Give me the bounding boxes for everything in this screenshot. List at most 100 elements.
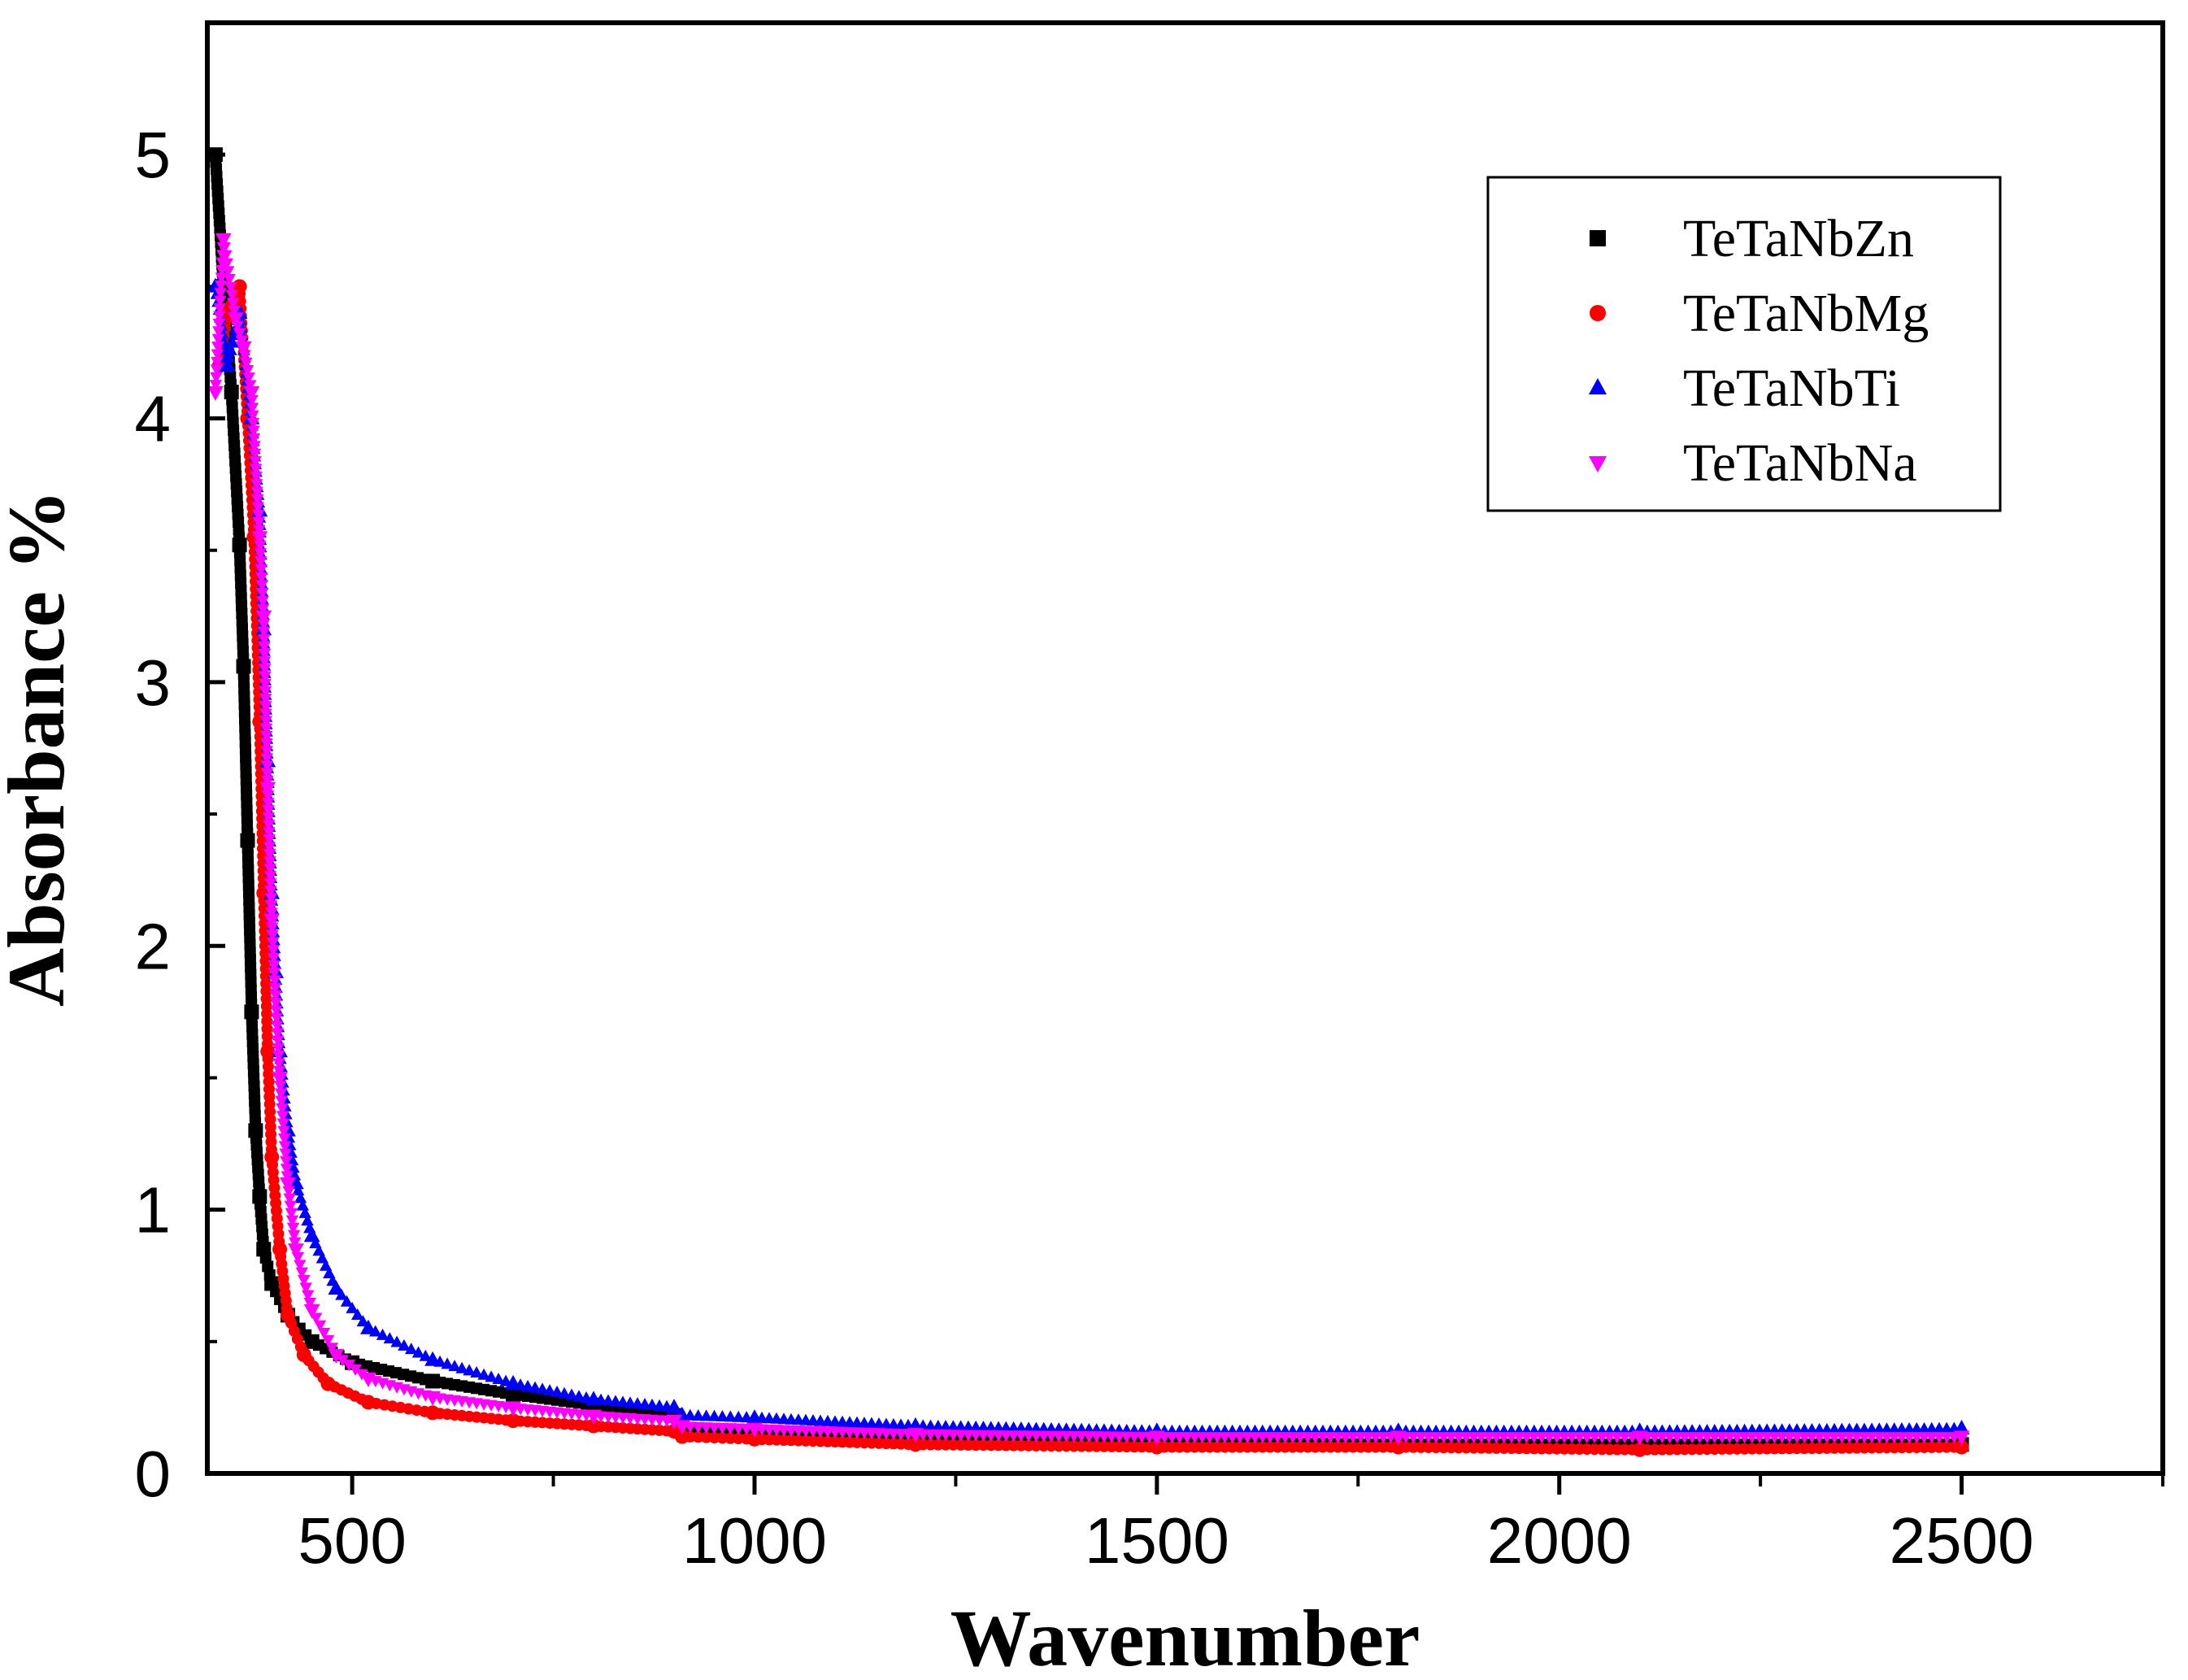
trail-point [218,242,231,255]
trail-point [298,1274,311,1286]
trail-point [276,1103,289,1115]
trail-point [215,280,228,292]
trail-point [263,864,276,876]
trail-point [278,1141,292,1153]
trail-point [259,716,272,728]
trail-point [272,1051,285,1063]
data-point [243,385,260,401]
trail-point [261,790,275,803]
trail-point [321,1335,335,1347]
trail-point [240,357,253,369]
x-tick-label: 1500 [1085,1504,1229,1577]
trail-point [351,1308,364,1320]
trail-point [220,250,233,262]
trail-point [257,1236,269,1248]
series-TeTaNbMg [211,279,1969,1457]
trail-point [291,1184,305,1196]
trail-point [455,1361,468,1373]
trail-point [263,834,276,847]
trail-point [224,378,237,390]
trail-point [285,1208,298,1220]
trail-point [264,878,277,890]
trail-point [276,1111,289,1123]
trail-point [272,1065,286,1077]
trail-point [281,1171,294,1183]
trail-point [265,907,278,920]
trail-point [268,968,281,980]
trail-point [1384,1431,1398,1443]
trail-point [732,1410,745,1422]
trail-point [260,746,273,758]
trail-point [237,653,250,665]
trail-point [1143,1441,1155,1453]
trail-point [543,1384,556,1396]
trail-point [278,1133,291,1145]
data-point [263,913,281,929]
trail-point [222,266,235,278]
trail-point [276,1118,290,1130]
y-tick-label: 4 [135,383,172,455]
trail-point [266,929,279,942]
trail-point [521,1379,534,1391]
trail-point [244,380,257,392]
trail-point [272,1042,285,1055]
trail-point [300,1329,312,1341]
y-tick-label: 3 [135,646,172,719]
trail-point [271,1020,284,1032]
x-tick-label: 500 [298,1504,406,1577]
legend-label-TeTaNbZn: TeTaNbZn [1683,209,1914,268]
trail-point [261,1038,273,1050]
trail-point [707,1422,721,1434]
trail-point [263,856,276,868]
trail-point [260,760,274,773]
trail-point [238,350,251,362]
y-axis-title: Absorbance % [0,490,81,1007]
trail-point [265,922,279,934]
trail-point [470,1366,483,1378]
data-point [280,1177,296,1192]
trail-point [280,1164,294,1176]
trail-point [212,318,226,330]
trail-point [241,364,254,376]
trail-point [902,1429,915,1441]
trail-point [335,1288,348,1300]
trail-point [254,556,268,568]
trail-point [257,603,270,616]
trail-point [233,328,246,340]
trail-point [264,900,278,912]
trail-point [724,1410,737,1422]
trail-point [1626,1443,1638,1456]
trail-point [282,1186,295,1198]
trail-point [211,342,224,354]
trail-point [259,701,272,713]
trail-point [500,1387,512,1399]
trail-point [258,626,271,638]
trail-point [420,1373,432,1386]
trail-point [724,1432,737,1444]
y-tick-label: 1 [135,1174,172,1247]
trail-point [251,494,264,506]
trail-point [355,1393,368,1405]
trail-point [684,1421,697,1434]
trail-point [733,1433,745,1445]
y-tick-label: 2 [135,910,172,982]
trail-point [294,1260,307,1272]
trail-point [317,1327,331,1339]
trail-point [259,708,272,720]
trail-point [692,1421,705,1434]
trail-point [902,1418,915,1430]
x-tick-label: 2500 [1890,1504,2034,1577]
trail-point [257,619,271,631]
trail-point [259,678,272,690]
data-point [287,1174,304,1190]
trail-point [317,1372,329,1384]
trail-point [249,456,262,468]
trail-point [250,1117,262,1129]
trail-point [405,1343,418,1355]
trail-point [376,1328,389,1340]
trail-point [699,1409,713,1421]
trail-point [684,1430,696,1443]
trail-point [258,633,271,646]
trail-point [246,418,260,430]
data-point [287,1243,304,1259]
